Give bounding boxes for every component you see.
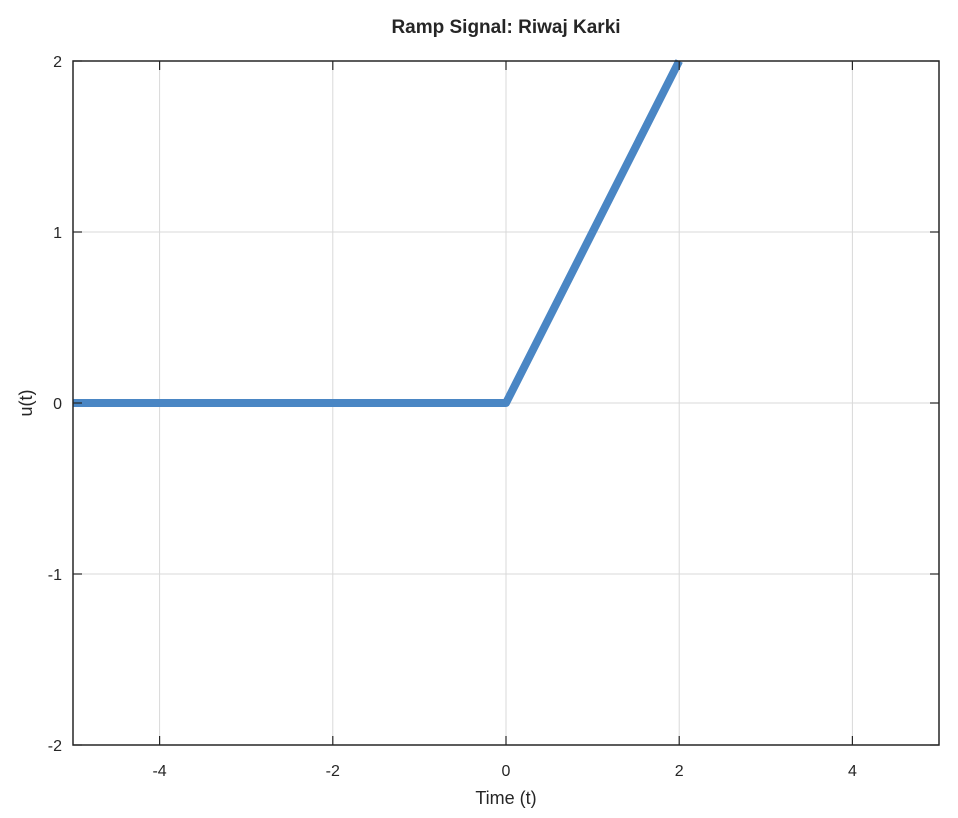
- x-tick-label: 4: [848, 763, 857, 780]
- y-tick-label: 1: [53, 225, 62, 242]
- y-tick-labels: -2 -1 0 1 2: [48, 54, 62, 755]
- y-tick-label: -1: [48, 567, 62, 584]
- chart-title: Ramp Signal: Riwaj Karki: [391, 17, 620, 38]
- x-tick-label: -4: [152, 763, 166, 780]
- y-tick-label: 2: [53, 54, 62, 71]
- ramp-signal-line: [73, 59, 683, 407]
- x-axis-label: Time (t): [475, 788, 536, 808]
- x-tick-label: -2: [326, 763, 340, 780]
- y-tick-label: -2: [48, 738, 62, 755]
- x-tick-label: 0: [502, 763, 511, 780]
- x-tick-labels: -4 -2 0 2 4: [152, 763, 856, 780]
- x-tick-label: 2: [675, 763, 684, 780]
- y-tick-label: 0: [53, 396, 62, 413]
- series-layer: [73, 59, 683, 407]
- ticks: [73, 60, 939, 746]
- y-axis-label: u(t): [16, 390, 36, 417]
